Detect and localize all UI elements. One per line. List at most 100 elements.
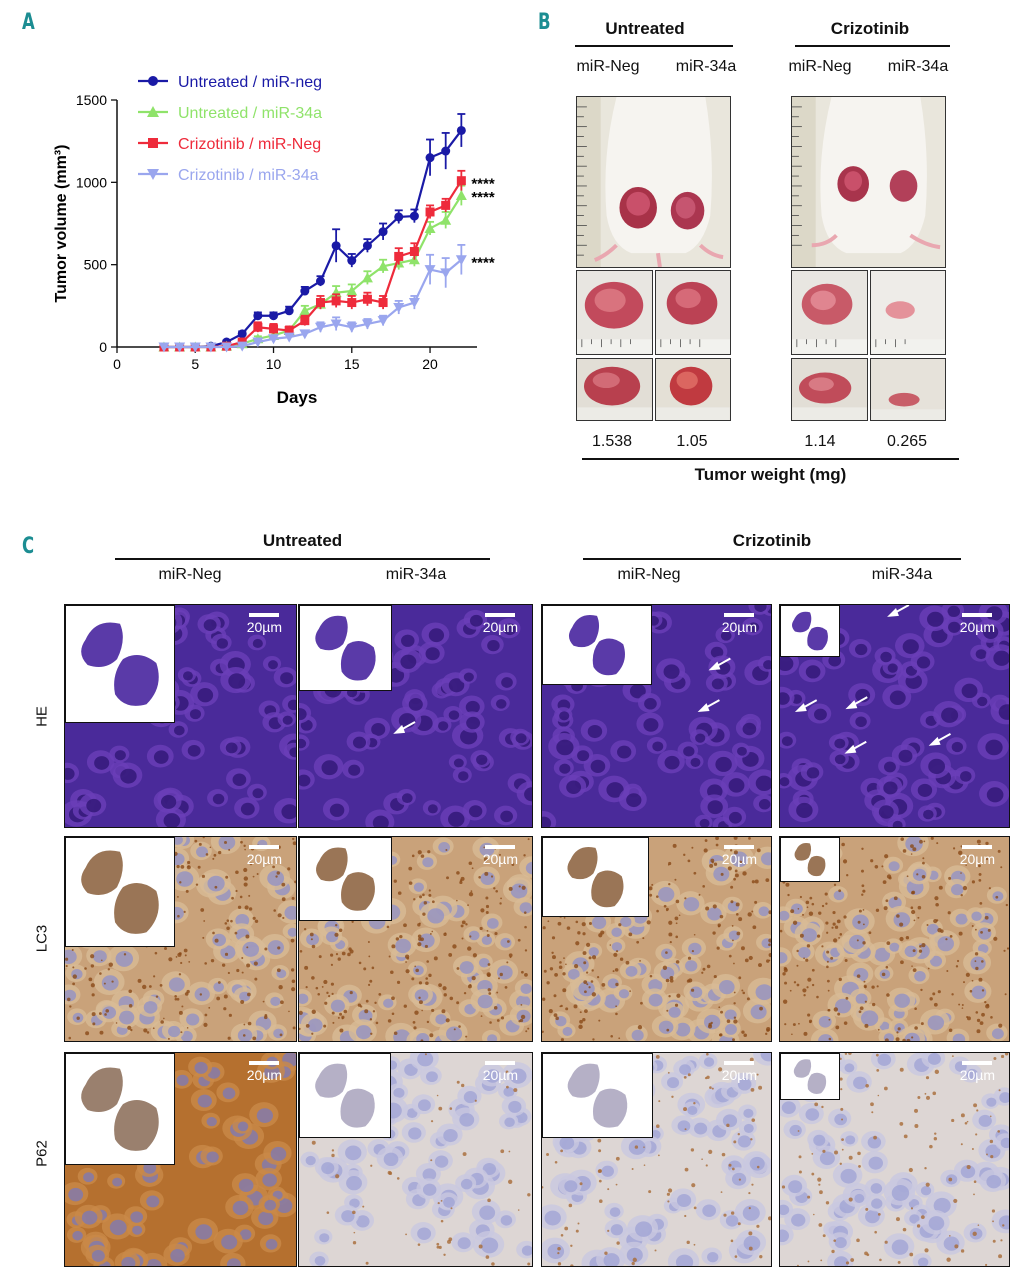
panel-c-label: C — [22, 534, 35, 559]
scale-bar-line — [962, 1061, 993, 1065]
scale-bar-line — [724, 613, 755, 617]
x-tick-label: 20 — [422, 356, 438, 372]
whole-tumor-inset — [299, 605, 392, 691]
scale-bar-label: 20µm — [721, 1067, 757, 1083]
data-point — [174, 342, 186, 353]
legend-marker-0 — [148, 76, 158, 86]
scale-bar-label: 20µm — [959, 851, 995, 867]
scale-bar-label: 20µm — [246, 619, 282, 635]
scale-bar: 20µm — [247, 613, 282, 635]
data-point — [189, 342, 201, 353]
arrow-icon — [697, 699, 720, 713]
x-tick-label: 15 — [344, 356, 360, 372]
y-tick-label: 1500 — [76, 92, 107, 108]
data-point — [236, 341, 248, 352]
scale-bar: 20µm — [483, 1061, 518, 1083]
x-tick-label: 5 — [191, 356, 199, 372]
scale-bar-line — [249, 613, 280, 617]
b-col-label-2: miR-34a — [675, 58, 737, 75]
legend-marker-2 — [148, 138, 158, 148]
arrow-icon — [928, 732, 951, 746]
tumor-weight-1: 1.538 — [591, 433, 633, 450]
data-point — [300, 286, 310, 296]
c-row-label-lc3: LC3 — [33, 924, 51, 953]
b-header-crizotinib: Crizotinib — [830, 19, 910, 38]
histology-tile-he-2: 20µm — [298, 604, 533, 828]
data-point — [221, 342, 233, 353]
tumor-volume-chart: 0 500 1000 1500 0 5 10 15 20 Days Tumor volume (mm… — [53, 74, 495, 407]
tumor-photo-untreated-neg-1 — [576, 270, 653, 355]
data-point — [253, 322, 263, 332]
data-point — [347, 298, 357, 308]
data-point — [424, 265, 436, 276]
scale-bar-line — [249, 845, 280, 849]
histology-tile-lc3-3: 20µm — [541, 836, 772, 1042]
x-tick-label: 10 — [266, 356, 282, 372]
y-axis-label: Tumor volume (mm³) — [53, 145, 70, 303]
scale-bar: 20µm — [247, 1061, 282, 1083]
whole-tumor-inset — [299, 837, 392, 921]
histology-tile-he-3: 20µm — [541, 604, 772, 828]
data-point — [315, 276, 325, 286]
data-point — [409, 246, 419, 256]
data-point — [378, 298, 388, 308]
c-col-label-1: miR-Neg — [158, 566, 222, 583]
scale-bar-label: 20µm — [246, 1067, 282, 1083]
data-point — [237, 329, 247, 339]
data-point — [299, 305, 311, 316]
whole-tumor-inset — [780, 605, 840, 657]
tumor-weight-4: 0.265 — [886, 433, 928, 450]
c-row-label-p62: P62 — [33, 1140, 51, 1167]
whole-tumor-inset — [65, 1053, 175, 1165]
significance-marker: **** — [471, 255, 495, 272]
legend-label-2: Crizotinib / miR-Neg — [178, 136, 321, 153]
data-point — [315, 298, 325, 308]
scale-bar-label: 20µm — [246, 851, 282, 867]
data-point — [440, 268, 452, 279]
data-point — [425, 153, 435, 163]
c-col-label-4: miR-34a — [871, 566, 933, 583]
scale-bar-line — [724, 845, 755, 849]
data-point — [283, 332, 295, 343]
x-axis-label: Days — [277, 388, 318, 407]
data-point — [394, 212, 404, 222]
data-point — [284, 306, 294, 316]
data-point — [158, 342, 170, 353]
tumor-weight-title: Tumor weight (mg) — [694, 465, 847, 484]
data-point — [361, 272, 373, 283]
c-col-label-2: miR-34a — [385, 566, 447, 583]
histology-tile-lc3-4: 20µm — [779, 836, 1010, 1042]
b-col-label-3: miR-Neg — [788, 58, 852, 75]
data-point — [377, 260, 389, 271]
legend-label-1: Untreated / miR-34a — [178, 105, 322, 122]
arrow-overlay — [393, 721, 416, 734]
data-point — [269, 311, 279, 321]
scale-bar-label: 20µm — [959, 1067, 995, 1083]
b-col-label-4: miR-34a — [887, 58, 949, 75]
arrow-icon — [887, 605, 910, 617]
x-tick-label: 0 — [113, 356, 121, 372]
tumor-photo-untreated-neg-2 — [576, 358, 653, 421]
data-point — [269, 324, 279, 334]
data-point — [378, 227, 388, 237]
whole-tumor-inset — [65, 605, 175, 723]
histology-tile-lc3-1: 20µm — [64, 836, 297, 1042]
scale-bar: 20µm — [722, 1061, 757, 1083]
scale-bar: 20µm — [722, 613, 757, 635]
whole-tumor-inset — [780, 1053, 840, 1100]
y-tick-label: 500 — [84, 257, 108, 273]
scale-bar-line — [724, 1061, 755, 1065]
data-point — [268, 334, 280, 345]
scale-bar: 20µm — [483, 613, 518, 635]
data-point — [393, 302, 405, 313]
arrow-icon — [844, 740, 867, 754]
data-point — [205, 342, 217, 353]
data-point — [424, 222, 436, 233]
tumor-photo-crizotinib-34a-1 — [870, 270, 946, 355]
arrow-icon — [393, 721, 416, 734]
data-point — [440, 214, 452, 225]
y-tick-label: 1000 — [76, 174, 107, 190]
tumor-photo-untreated-34a-1 — [655, 270, 731, 355]
significance-marker: **** — [471, 189, 495, 206]
data-point — [455, 190, 467, 201]
